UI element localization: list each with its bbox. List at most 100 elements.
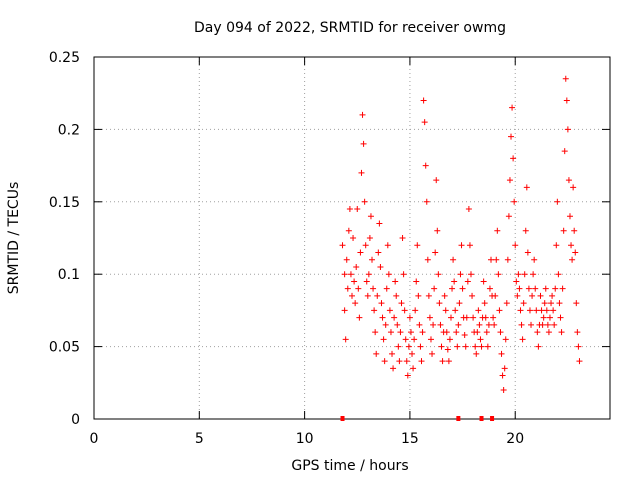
data-point (381, 358, 388, 365)
data-point (562, 75, 569, 82)
y-axis: 0 0.05 0.1 0.15 0.2 0.25 (49, 50, 610, 428)
data-point (490, 314, 497, 321)
y-tick-label: 0.05 (49, 340, 80, 356)
data-point (395, 343, 402, 350)
data-point (538, 307, 545, 314)
data-point (568, 242, 575, 249)
data-point (378, 300, 385, 307)
data-point (463, 314, 470, 321)
data-point (387, 329, 394, 336)
data-point (426, 314, 433, 321)
data-point (537, 292, 544, 299)
data-point (372, 329, 379, 336)
data-point (361, 198, 368, 205)
data-point (500, 387, 507, 394)
data-point (551, 321, 558, 328)
data-point (403, 358, 410, 365)
data-point (512, 242, 519, 249)
data-point (539, 321, 546, 328)
data-point (444, 346, 451, 353)
data-point (514, 292, 521, 299)
data-point (386, 307, 393, 314)
data-point (357, 249, 364, 256)
data-point (498, 350, 505, 357)
data-point (376, 220, 383, 227)
x-tick-label: 20 (506, 431, 524, 447)
data-point (532, 285, 539, 292)
data-point (542, 285, 549, 292)
data-point (564, 126, 571, 133)
data-point (548, 300, 555, 307)
data-point (494, 227, 501, 234)
data-point (437, 321, 444, 328)
data-point (560, 227, 567, 234)
data-point (530, 271, 537, 278)
data-point (341, 307, 348, 314)
x-tick-label: 0 (90, 431, 99, 447)
data-point (421, 119, 428, 126)
data-point (461, 332, 468, 339)
data-point (412, 307, 419, 314)
data-point (462, 343, 469, 350)
y-axis-label: SRMTID / TECUs (6, 182, 22, 295)
data-point (522, 227, 529, 234)
data-point (549, 292, 556, 299)
data-point (516, 285, 523, 292)
x-axis-label: GPS time / hours (291, 458, 408, 474)
data-point (477, 336, 484, 343)
data-point (521, 271, 528, 278)
data-point (475, 307, 482, 314)
data-point (365, 271, 372, 278)
data-point (383, 285, 390, 292)
data-point (418, 358, 425, 365)
data-point (400, 271, 407, 278)
data-point (423, 198, 430, 205)
data-point (410, 365, 417, 372)
data-point (450, 256, 457, 263)
data-point (543, 307, 550, 314)
data-point (434, 227, 441, 234)
data-point (414, 242, 421, 249)
data-point (504, 256, 511, 263)
data-point (508, 133, 515, 140)
data-point (390, 365, 397, 372)
data-point (422, 162, 429, 169)
data-point (341, 271, 348, 278)
data-point (394, 321, 401, 328)
data-point (517, 307, 524, 314)
data-point (534, 329, 541, 336)
data-point (436, 300, 443, 307)
data-point (455, 321, 462, 328)
data-point (563, 97, 570, 104)
data-point (430, 321, 437, 328)
data-point (535, 343, 542, 350)
data-point (502, 336, 509, 343)
data-point (375, 249, 382, 256)
data-point (575, 343, 582, 350)
data-point (345, 227, 352, 234)
data-point (449, 285, 456, 292)
data-point (472, 343, 479, 350)
data-point (425, 292, 432, 299)
data-point (574, 329, 581, 336)
y-tick-label: 0.1 (58, 267, 80, 283)
data-point (526, 307, 533, 314)
data-point (520, 300, 527, 307)
data-point (370, 285, 377, 292)
data-point (482, 314, 489, 321)
data-point (552, 285, 559, 292)
data-point (373, 350, 380, 357)
data-point (439, 358, 446, 365)
data-point (352, 300, 359, 307)
data-point (473, 350, 480, 357)
data-point (480, 278, 487, 285)
data-point (446, 336, 453, 343)
data-point (431, 285, 438, 292)
data-point (511, 198, 518, 205)
data-point (558, 329, 565, 336)
data-point (501, 365, 508, 372)
data-point (406, 314, 413, 321)
x-tick-label: 10 (296, 431, 314, 447)
chart-title: Day 094 of 2022, SRMTID for receiver owm… (194, 20, 506, 36)
